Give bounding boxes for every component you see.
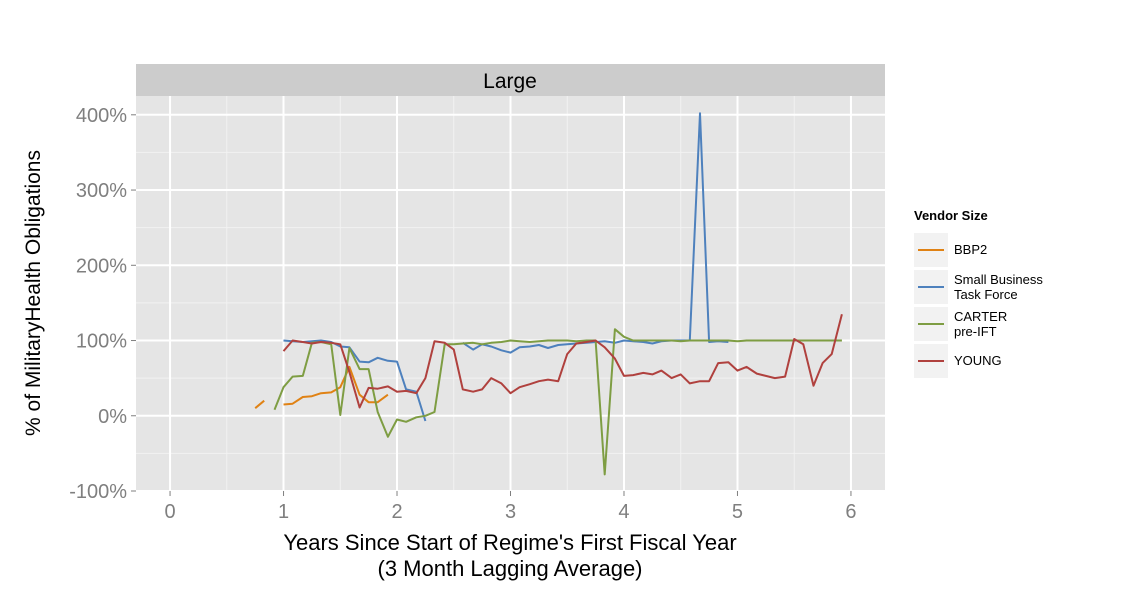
x-tick-label: 4 (618, 501, 629, 523)
x-tick-label: 0 (164, 501, 175, 523)
legend-key (914, 269, 948, 304)
x-axis-title-line: Years Since Start of Regime's First Fisc… (283, 530, 736, 555)
legend-key (914, 232, 948, 267)
series-layer (254, 112, 843, 476)
series-line-1-segment-0 (283, 339, 427, 422)
y-tick-label: 300% (76, 180, 127, 202)
x-tick-label: 1 (278, 501, 289, 523)
y-axis-title: % of MilitaryHealth Obligations (22, 150, 45, 436)
facet-label: Large (483, 70, 537, 93)
y-tick-label: -100% (69, 481, 127, 503)
legend-label: Small Business Task Force (954, 271, 1043, 302)
y-tick-label: 200% (76, 255, 127, 277)
x-tick-label: 2 (391, 501, 402, 523)
legend-item: BBP2 (914, 232, 1084, 267)
legend-swatch (918, 285, 944, 288)
legend-item: CARTER pre-IFT (914, 306, 1084, 341)
series-line-0-segment-1 (283, 365, 389, 406)
legend: Vendor Size BBP2 Small Business Task Forc… (914, 208, 1084, 380)
series-line-3-segment-0 (282, 313, 843, 409)
facet-strip (136, 64, 885, 96)
legend-item: YOUNG (914, 343, 1084, 378)
legend-label: YOUNG (954, 353, 1002, 368)
y-tick-label: 400% (76, 105, 127, 127)
series-line-0-segment-0 (254, 399, 265, 409)
legend-swatch (918, 322, 944, 325)
x-axis-title-line: (3 Month Lagging Average) (378, 556, 643, 581)
legend-key (914, 306, 948, 341)
legend-key (914, 343, 948, 378)
y-tick-label: 0% (98, 406, 127, 428)
legend-title: Vendor Size (914, 208, 988, 223)
legend-swatch (918, 248, 944, 251)
y-tick-label: 100% (76, 331, 127, 353)
legend-label: CARTER pre-IFT (954, 308, 1008, 339)
y-axis: -100% 0% 100% 200% 300% 400% (69, 105, 136, 503)
series-line-2-segment-0 (273, 328, 842, 476)
legend-swatch (918, 359, 944, 362)
x-tick-label: 3 (505, 501, 516, 523)
x-tick-label: 6 (845, 501, 856, 523)
x-tick-label: 5 (732, 501, 743, 523)
legend-label: BBP2 (954, 242, 988, 257)
x-axis: 0 1 2 3 4 5 6 (164, 491, 857, 523)
legend-item: Small Business Task Force (914, 269, 1084, 304)
x-axis-title: Years Since Start of Regime's First Fisc… (283, 530, 736, 581)
